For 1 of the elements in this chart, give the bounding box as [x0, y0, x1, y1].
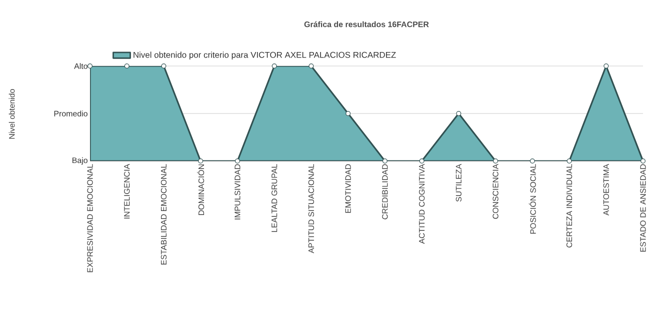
legend-label: Nivel obtenido por criterio para VICTOR AXEL PALACIOS RICARDEZ: [134, 52, 396, 60]
